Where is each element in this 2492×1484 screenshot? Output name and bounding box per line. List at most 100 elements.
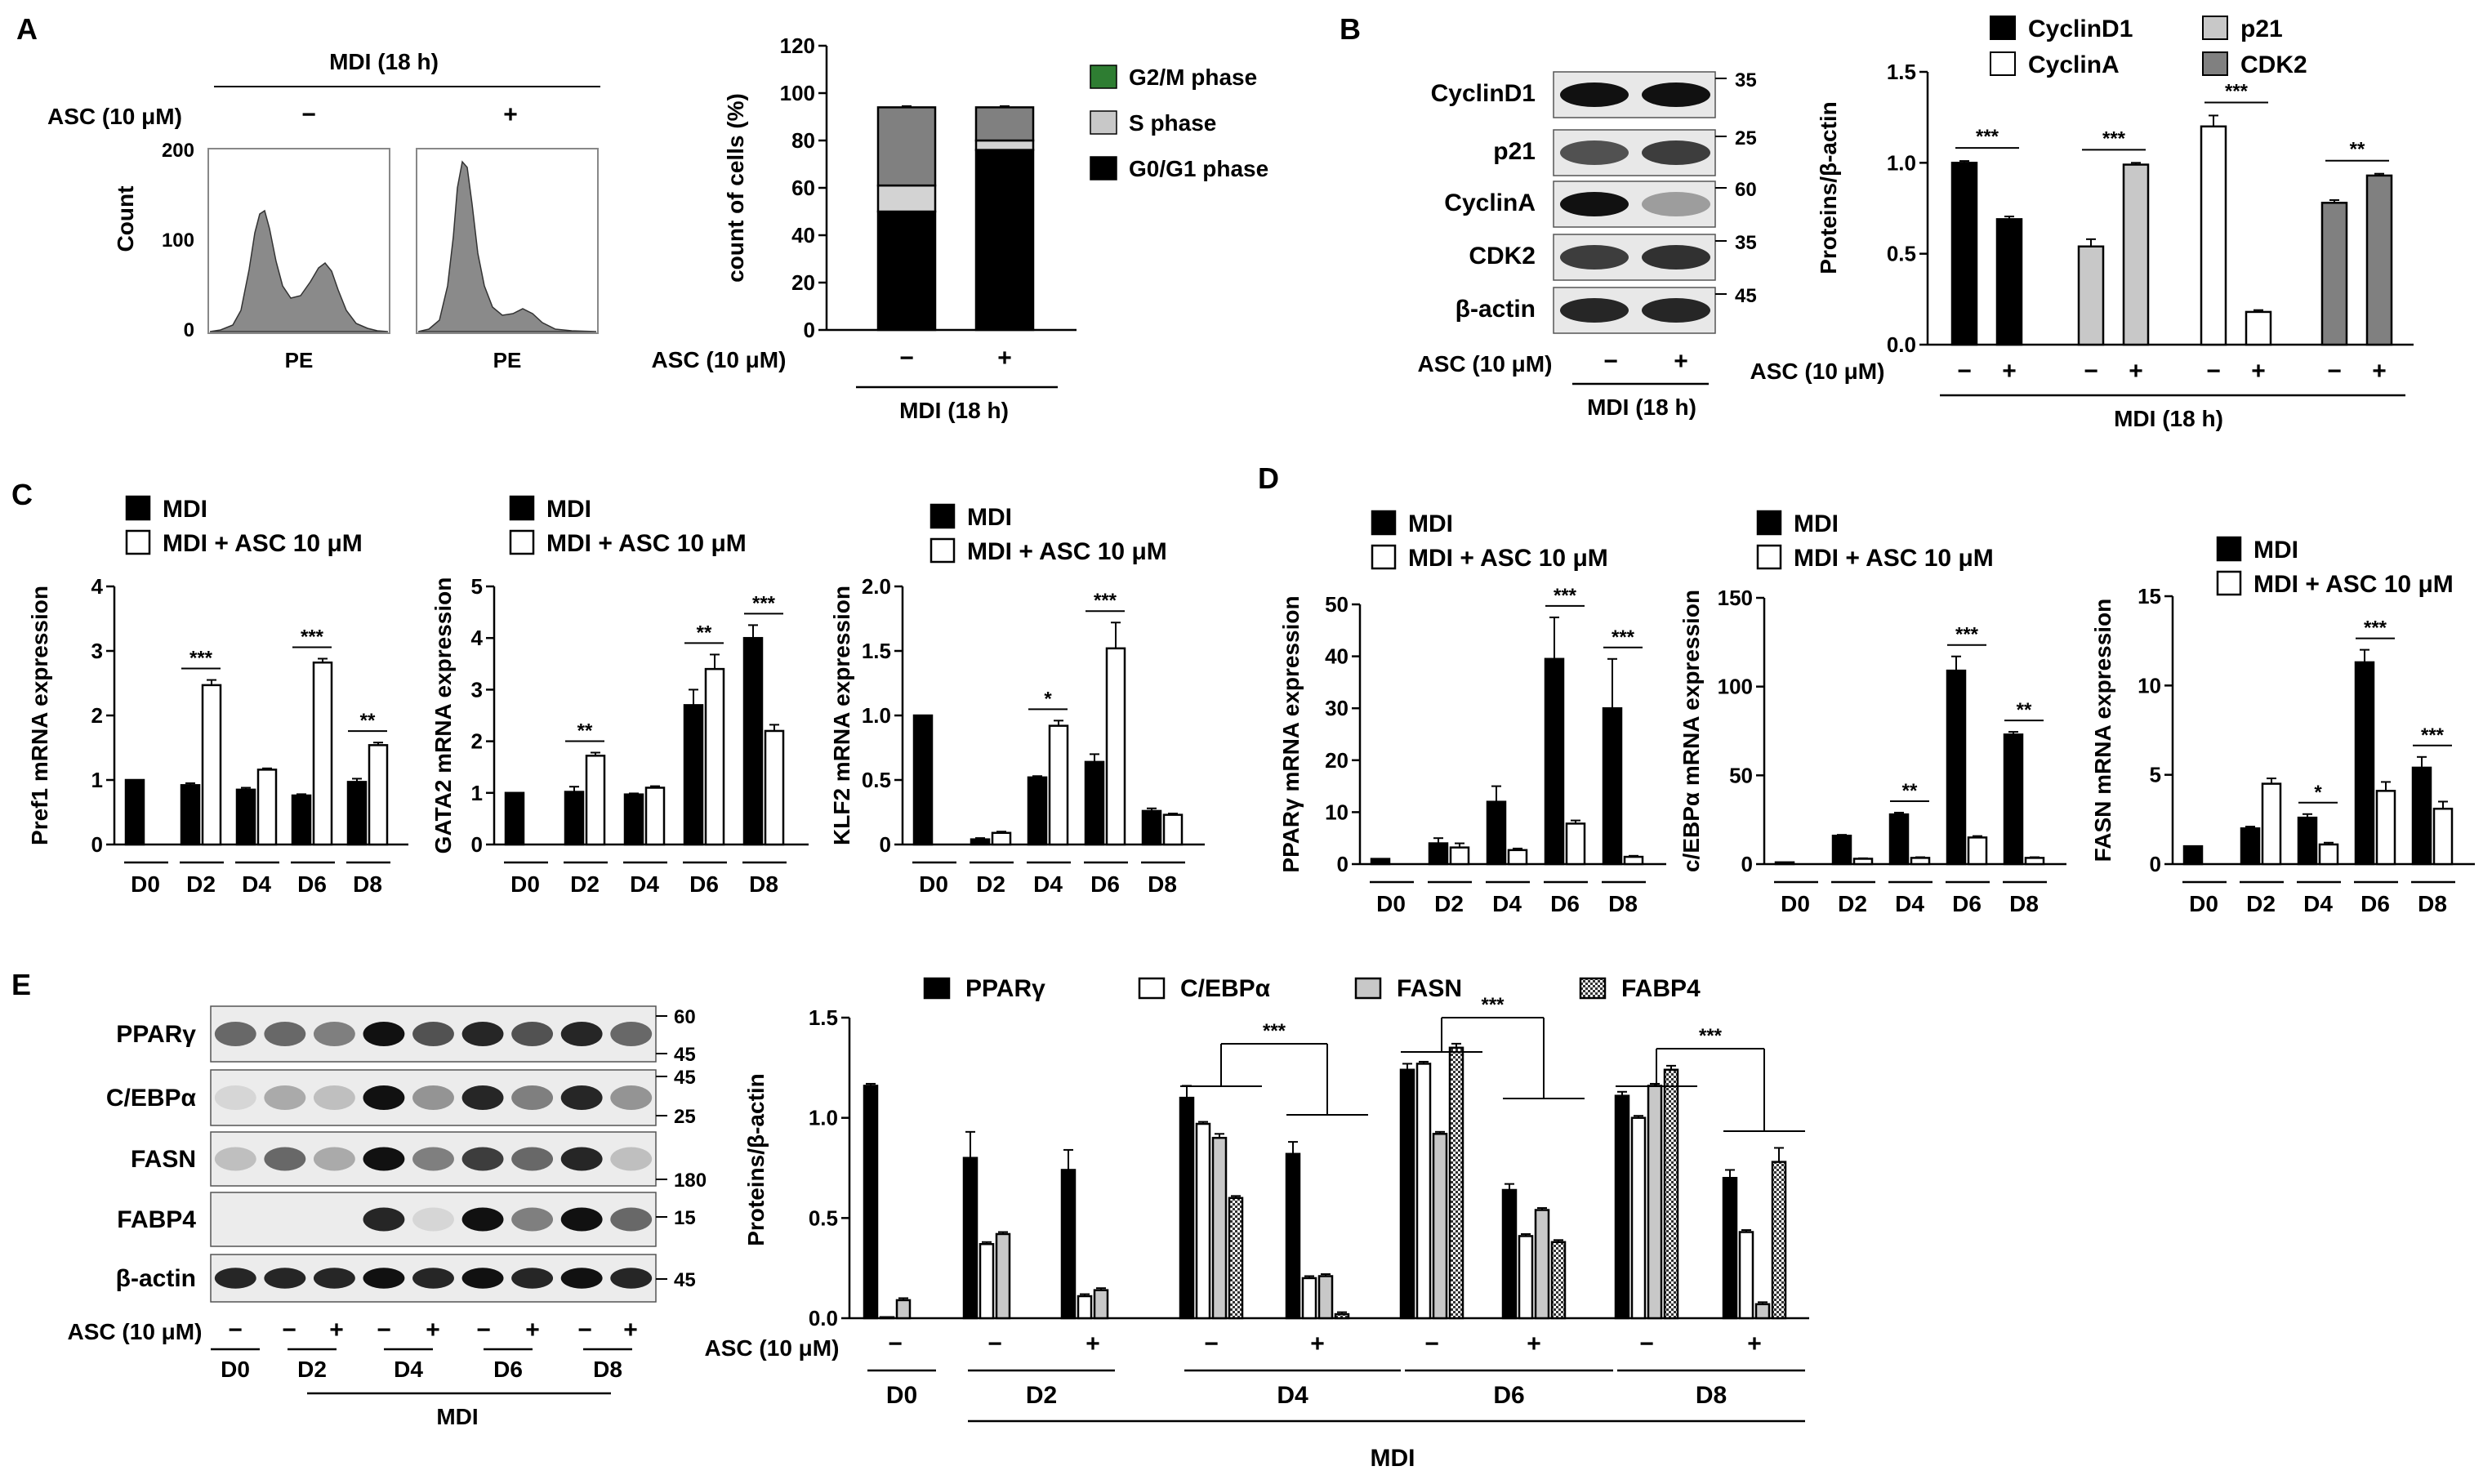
e-bar-7-0 bbox=[1614, 1094, 1630, 1320]
chart-C2-legend-swatch-1 bbox=[929, 537, 956, 564]
chart-C0-xtick-1: D2 bbox=[186, 871, 216, 897]
chart-D0-legend-swatch-1 bbox=[1371, 544, 1397, 570]
e-sig-2: *** bbox=[1699, 1025, 1723, 1047]
e-sig-1: *** bbox=[1481, 994, 1505, 1016]
e-xday-3: D6 bbox=[1493, 1382, 1524, 1409]
chart-D2-bar-0-0 bbox=[2182, 844, 2204, 866]
e-band-4-6 bbox=[511, 1268, 554, 1289]
e-protein-1: C/EBPα bbox=[106, 1085, 197, 1112]
chart-D2-bar-1-0 bbox=[2240, 827, 2261, 866]
chart-C0-bar-2-1 bbox=[256, 769, 278, 846]
e-band-1-0 bbox=[214, 1085, 256, 1110]
chart-C1-y-ticklabel-1: 1 bbox=[471, 781, 483, 805]
chart-D0-bar-4-0 bbox=[1602, 706, 1623, 866]
e-legend-swatch-3 bbox=[1579, 977, 1607, 1000]
chart-C0-bar-1-1 bbox=[201, 684, 222, 846]
chart-D0-sig-4: *** bbox=[1612, 626, 1635, 648]
b-ylabel: Proteins/β-actin bbox=[1816, 101, 1841, 274]
e-band-3-7 bbox=[560, 1207, 603, 1232]
e-bar-5-1 bbox=[1415, 1063, 1432, 1320]
a-xtick-1: + bbox=[997, 345, 1012, 372]
e-bar-7-2 bbox=[1647, 1085, 1663, 1320]
chart-D1-bar-0-0 bbox=[1774, 861, 1795, 866]
chart-C1-bar-2-0 bbox=[623, 793, 644, 846]
b-marker-2: 60 bbox=[1735, 179, 1757, 201]
a-bar-1-2 bbox=[974, 106, 1035, 142]
chart-D2-bar-3-0 bbox=[2354, 661, 2375, 866]
e-asc-1: − bbox=[282, 1317, 296, 1344]
flow-histograms: MDI (18 h) ASC (10 μM) − + Count 200 100… bbox=[47, 49, 600, 372]
e-legend-label-3: FABP4 bbox=[1621, 975, 1701, 1002]
chart-C1-bar-1-0 bbox=[564, 791, 585, 846]
b-marker-4: 45 bbox=[1735, 285, 1757, 307]
e-band-2-5 bbox=[461, 1147, 504, 1171]
chart-C1-sig-3: ** bbox=[697, 622, 712, 644]
flow-histogram-minus bbox=[209, 209, 389, 332]
gata2-chart: 0 1 2 3 4 5 GATA2 mRNA expression D0 D2 ** D4 D6 ** D… bbox=[430, 495, 809, 897]
e-day-3: D6 bbox=[493, 1357, 523, 1382]
e-xtick-7: − bbox=[1639, 1330, 1654, 1357]
e-protein-3: FABP4 bbox=[117, 1206, 196, 1233]
b-band-0-0 bbox=[1560, 82, 1629, 107]
chart-D2-xtick-1: D2 bbox=[2246, 891, 2276, 916]
e-bar-0-1 bbox=[879, 1316, 895, 1320]
e-xtick-1: − bbox=[987, 1330, 1002, 1357]
chart-C1-legend-label-0: MDI bbox=[546, 496, 591, 523]
chart-D0-xtick-1: D2 bbox=[1434, 891, 1464, 916]
e-marker-3: 25 bbox=[674, 1106, 696, 1128]
chart-D2-legend-swatch-1 bbox=[2216, 570, 2242, 596]
e-band-2-4 bbox=[412, 1147, 454, 1171]
chart-D0-bar-2-0 bbox=[1486, 800, 1507, 866]
e-bar-8-0 bbox=[1722, 1177, 1738, 1320]
b-protein-1: p21 bbox=[1493, 138, 1536, 165]
panel-label-c: C bbox=[11, 478, 33, 511]
chart-D0-ylabel: PPARγ mRNA expression bbox=[1278, 595, 1304, 872]
chart-C2-bar-4-1 bbox=[1162, 813, 1184, 846]
western-blot-b: CyclinD1 35 p21 25 CyclinA 60 CDK2 35 β-actin 45 A… bbox=[1418, 69, 1757, 420]
chart-D1-xtick-3: D6 bbox=[1952, 891, 1982, 916]
fasn-mrna-chart: 0 5 10 15 FASN mRNA expression D0 D2 D4 * D6 *** D8… bbox=[2090, 536, 2475, 916]
chart-C1-bar-3-0 bbox=[683, 704, 704, 846]
protein-quant-chart-e: 0.0 0.5 1.0 1.5 Proteins/β-actin − − + − + − + − + ASC… bbox=[705, 975, 1809, 1472]
e-day-2: D4 bbox=[394, 1357, 423, 1382]
b-band-0-1 bbox=[1642, 82, 1710, 107]
b-sig-3: ** bbox=[2350, 139, 2365, 161]
e-xtick-5: − bbox=[1424, 1330, 1439, 1357]
flow-asc-label: ASC (10 μM) bbox=[47, 104, 182, 129]
e-band-2-8 bbox=[610, 1147, 653, 1171]
e-marker-2: 45 bbox=[674, 1067, 696, 1089]
a-yaxis-ticklabel-3: 60 bbox=[791, 176, 815, 200]
chart-C1-sig-1: ** bbox=[577, 720, 593, 742]
chart-C0-legend-swatch-0 bbox=[125, 495, 151, 521]
a-yaxis-ticklabel-6: 120 bbox=[780, 33, 815, 58]
chart-D0-bar-3-1 bbox=[1565, 822, 1586, 866]
e-band-1-1 bbox=[264, 1085, 306, 1110]
chart-C0-bar-1-0 bbox=[180, 784, 201, 846]
e-bar-6-1 bbox=[1518, 1235, 1534, 1320]
e-xtick-3: − bbox=[1204, 1330, 1219, 1357]
chart-D2-xtick-3: D6 bbox=[2360, 891, 2390, 916]
chart-C2-xtick-1: D2 bbox=[976, 871, 1005, 897]
e-band-0-2 bbox=[313, 1022, 355, 1046]
chart-D1-xtick-4: D8 bbox=[2009, 891, 2039, 916]
b-yaxis-ticklabel-3: 1.5 bbox=[1887, 60, 1916, 84]
b-band-2-1 bbox=[1642, 192, 1710, 216]
flow-frame-minus bbox=[207, 148, 390, 334]
e-bar-8-1 bbox=[1738, 1231, 1754, 1320]
b-bar-0-0 bbox=[1950, 162, 1978, 346]
a-mdi-label: MDI (18 h) bbox=[899, 398, 1009, 423]
e-band-2-2 bbox=[313, 1147, 355, 1171]
b-bar-0-1 bbox=[1995, 218, 2023, 346]
chart-D2-bar-4-0 bbox=[2411, 766, 2432, 866]
b-yaxis-ticklabel-0: 0.0 bbox=[1887, 332, 1916, 357]
chart-D1-bar-1-1 bbox=[1852, 858, 1874, 866]
chart-D0-xtick-3: D6 bbox=[1550, 891, 1580, 916]
chart-C2-xtick-0: D0 bbox=[919, 871, 948, 897]
a-bar-0-0 bbox=[876, 210, 937, 332]
chart-D0-xtick-0: D0 bbox=[1376, 891, 1406, 916]
e-marker-5: 15 bbox=[674, 1207, 696, 1229]
e-band-0-8 bbox=[610, 1022, 653, 1046]
panel-label-d: D bbox=[1258, 461, 1279, 495]
chart-D2-xtick-4: D8 bbox=[2418, 891, 2447, 916]
e-xday-1: D2 bbox=[1026, 1382, 1057, 1409]
